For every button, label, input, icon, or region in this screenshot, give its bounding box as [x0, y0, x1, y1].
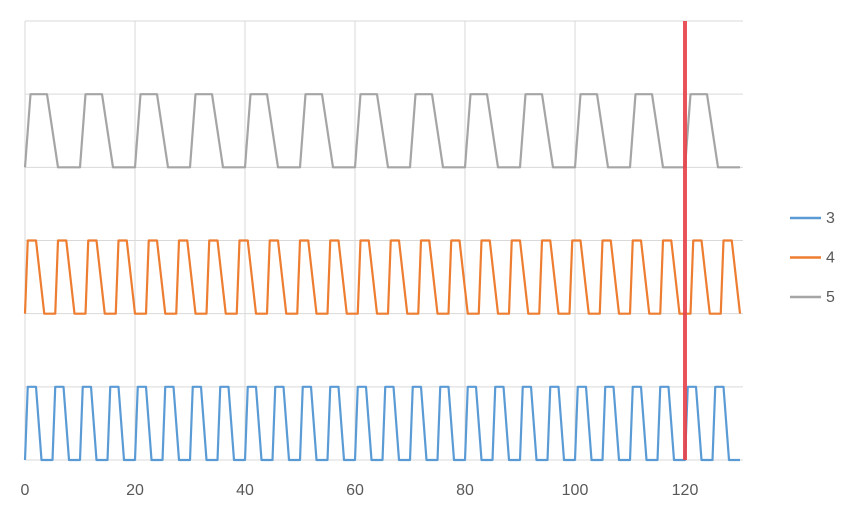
legend-label: 3	[826, 210, 835, 227]
series-line	[23, 93, 740, 169]
x-tick-label: 0	[21, 482, 30, 499]
legend-label: 4	[826, 250, 835, 267]
legend-label: 5	[826, 289, 835, 306]
x-tick-label: 60	[346, 482, 364, 499]
series-line	[23, 239, 742, 315]
x-tick-label: 120	[672, 482, 699, 499]
x-tick-label: 20	[126, 482, 144, 499]
x-tick-label: 100	[562, 482, 589, 499]
x-tick-label: 80	[456, 482, 474, 499]
x-tick-label: 40	[236, 482, 254, 499]
series-line	[23, 385, 740, 462]
